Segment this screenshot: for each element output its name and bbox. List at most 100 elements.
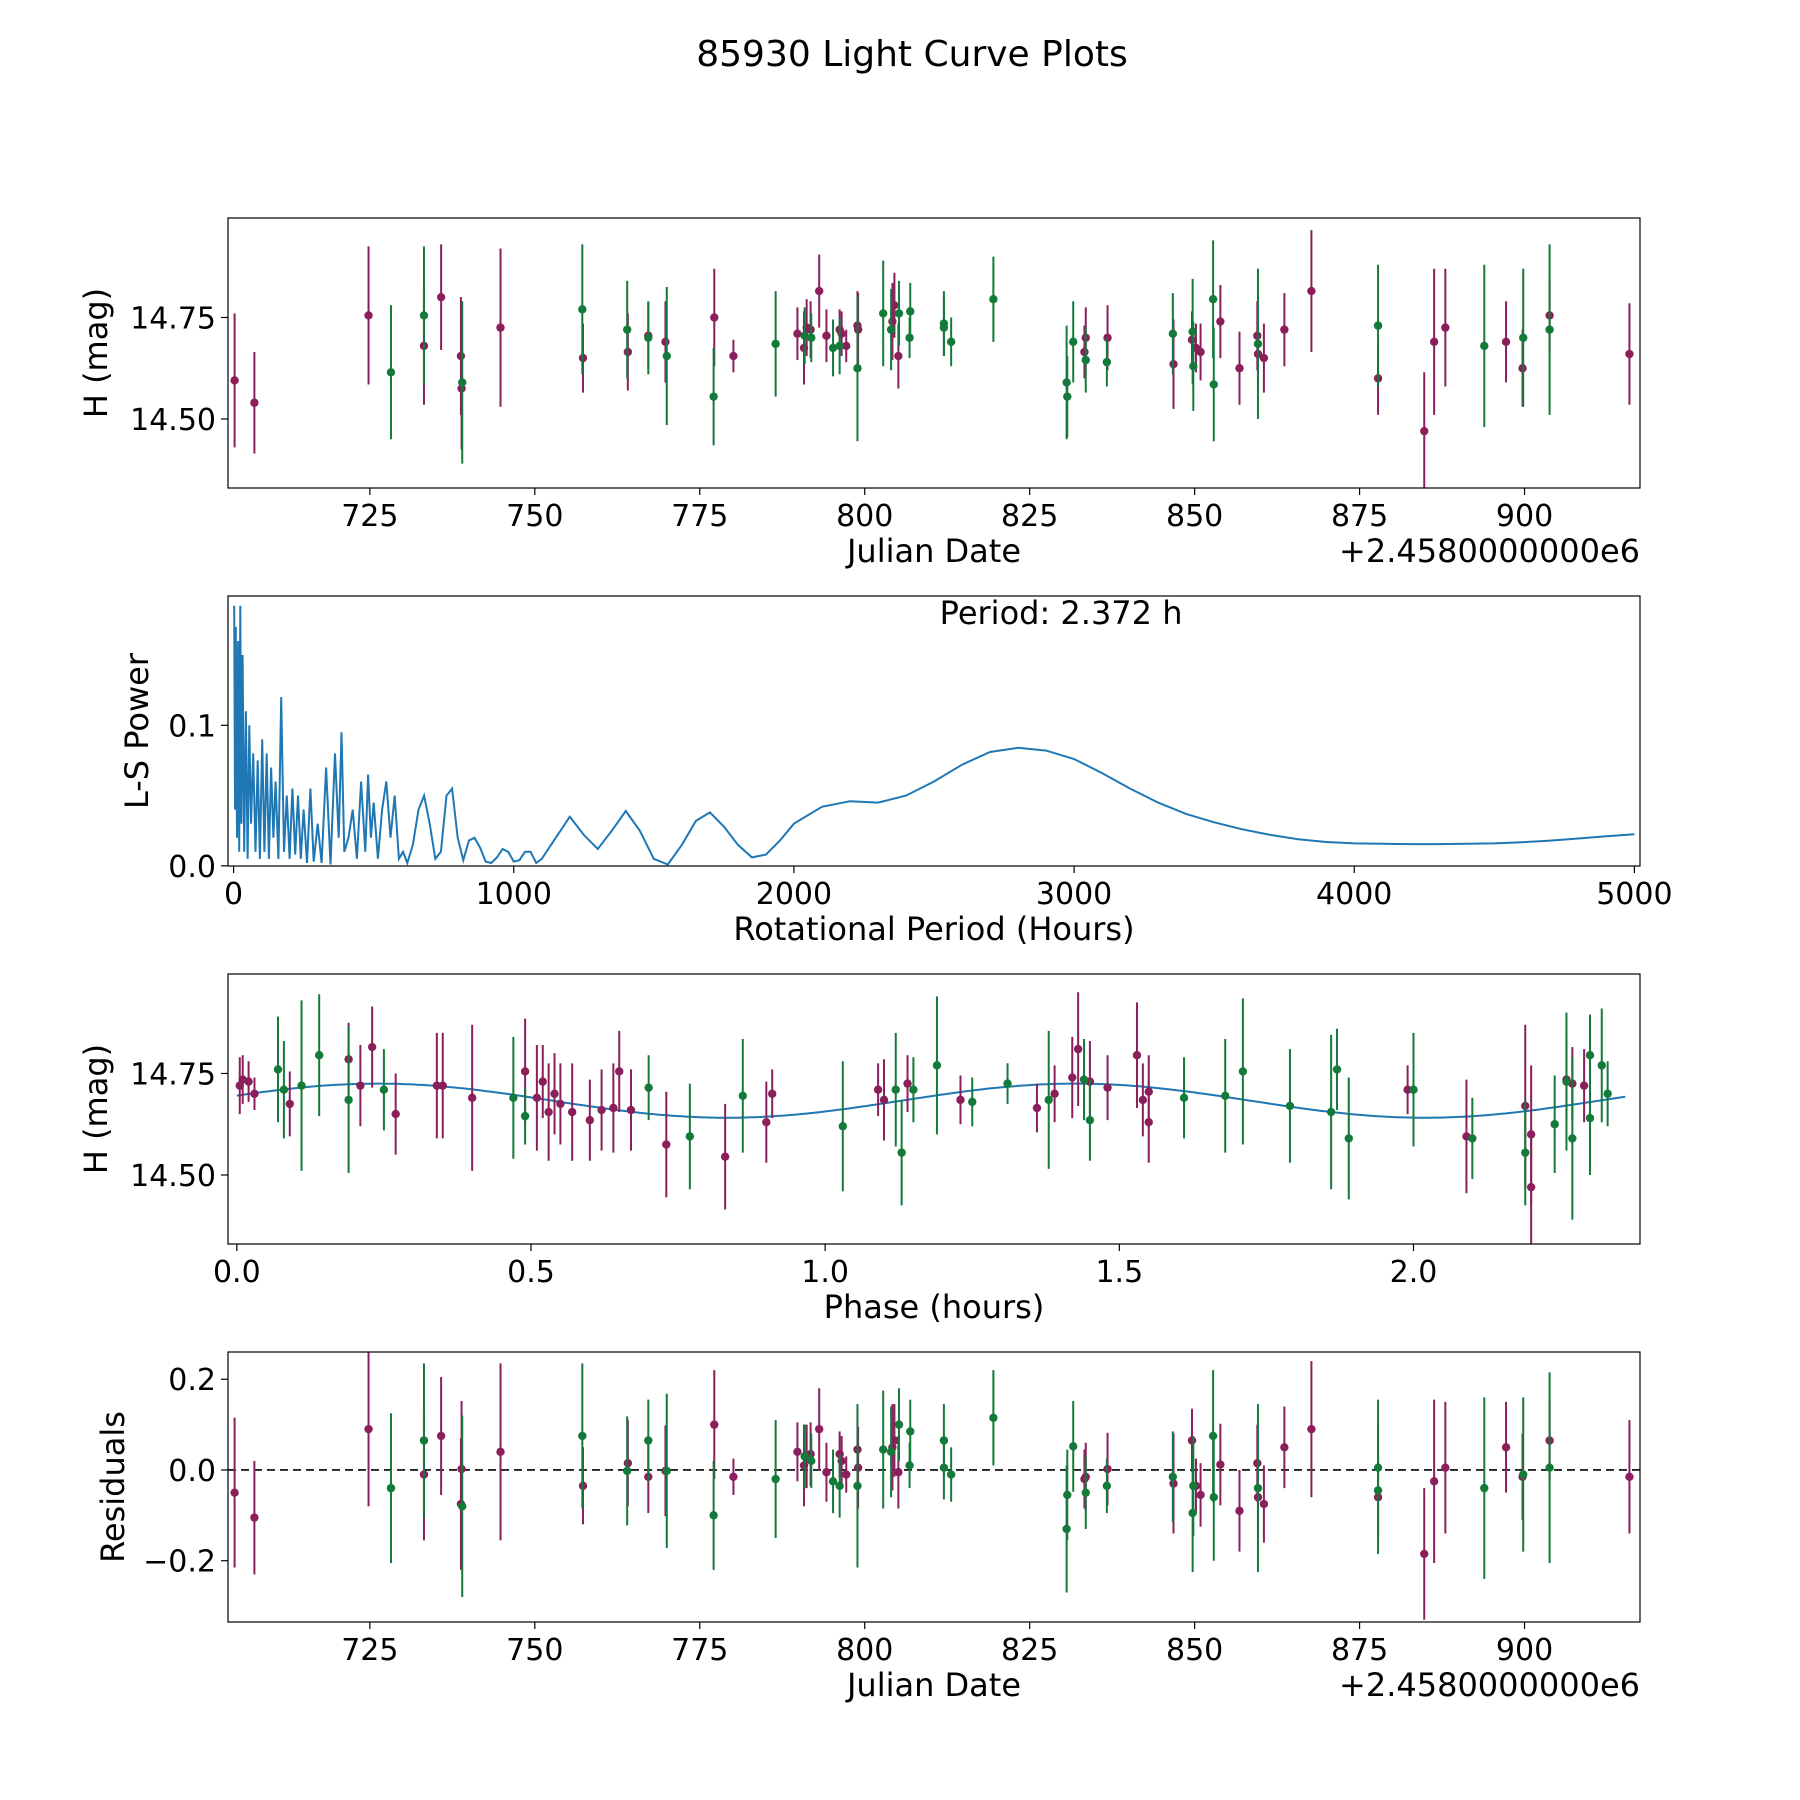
- data-point: [1373, 1486, 1383, 1495]
- x-tick-label: 1000: [476, 877, 552, 912]
- data-point: [1429, 337, 1439, 347]
- data-point: [364, 1424, 373, 1434]
- data-point: [250, 398, 259, 407]
- data-point: [314, 1051, 324, 1060]
- data-point: [436, 1431, 446, 1441]
- data-point: [894, 1468, 903, 1477]
- plot-area: [228, 1352, 1640, 1620]
- data-point: [886, 1447, 896, 1457]
- data-point: [946, 337, 956, 347]
- data-point: [709, 1511, 718, 1520]
- data-point: [1526, 1182, 1536, 1192]
- data-point: [578, 1431, 587, 1441]
- data-point: [1168, 1472, 1178, 1481]
- axes-frame: [227, 1351, 1641, 1623]
- data-point: [768, 1089, 777, 1098]
- axes-frame: [227, 217, 1641, 489]
- data-point: [597, 1105, 606, 1115]
- data-point: [644, 1083, 653, 1092]
- data-point: [738, 1091, 747, 1101]
- data-point: [1003, 1079, 1012, 1088]
- data-point: [879, 1095, 889, 1105]
- data-point: [1080, 347, 1089, 357]
- data-point: [894, 351, 903, 361]
- data-point: [626, 1105, 636, 1115]
- x-tick-label: 850: [1166, 1633, 1223, 1668]
- data-point: [946, 1470, 956, 1479]
- data-point: [793, 329, 802, 338]
- x-tick-label: 825: [1001, 499, 1058, 534]
- data-point: [1259, 1499, 1269, 1509]
- data-point: [1585, 1051, 1595, 1060]
- data-point: [710, 1420, 719, 1429]
- model-curve: [236, 1082, 1626, 1119]
- data-point: [894, 309, 904, 318]
- data-point: [250, 1513, 259, 1522]
- x-axis-offset-text: +2.4580000000e6: [1339, 1666, 1640, 1704]
- data-point: [273, 1065, 283, 1074]
- data-point: [467, 1093, 477, 1103]
- data-point: [1068, 1073, 1077, 1082]
- data-point: [1420, 426, 1429, 436]
- data-point: [1081, 1488, 1090, 1497]
- data-point: [532, 1093, 542, 1103]
- data-point: [1102, 357, 1112, 367]
- data-point: [720, 1152, 730, 1161]
- data-point: [807, 1456, 816, 1466]
- data-point: [520, 1111, 530, 1121]
- data-point: [1209, 380, 1218, 389]
- data-point: [379, 1085, 389, 1094]
- axes-frame: [227, 973, 1641, 1245]
- series-band1: [230, 230, 1634, 488]
- data-point: [853, 1481, 862, 1491]
- data-point: [1403, 1085, 1412, 1094]
- panel-phased: 0.0 0.5 1.0 1.5 2.0 14.50 14.75 Phase (hours) H …: [77, 973, 1641, 1326]
- data-point: [1420, 1549, 1429, 1559]
- x-tick-label: 2000: [756, 877, 832, 912]
- data-point: [1235, 364, 1244, 373]
- data-point: [1069, 1442, 1078, 1451]
- data-point: [1259, 353, 1269, 363]
- data-point: [838, 1122, 848, 1131]
- data-point: [285, 1099, 294, 1109]
- data-point: [1063, 1490, 1072, 1500]
- data-point: [1196, 347, 1205, 357]
- data-point: [230, 1488, 239, 1497]
- plot-area: [230, 230, 1634, 488]
- data-point: [458, 378, 467, 387]
- data-point: [344, 1095, 353, 1105]
- data-point: [956, 1095, 965, 1105]
- data-point: [230, 376, 239, 385]
- figure-title: 85930 Light Curve Plots: [696, 34, 1128, 75]
- data-point: [807, 333, 816, 342]
- x-tick-label: 750: [506, 1633, 563, 1668]
- x-tick-label: 775: [671, 499, 728, 534]
- data-point: [391, 1109, 400, 1119]
- data-point: [1326, 1107, 1336, 1117]
- x-tick-label: 875: [1331, 1633, 1388, 1668]
- x-tick-label: 2.0: [1390, 1255, 1438, 1290]
- data-point: [1332, 1065, 1342, 1074]
- data-point: [1519, 333, 1528, 342]
- data-point: [1168, 329, 1178, 338]
- y-tick-label: 0.1: [168, 709, 216, 744]
- data-point: [1208, 295, 1218, 304]
- data-point: [939, 323, 949, 332]
- data-point: [822, 1468, 831, 1477]
- data-point: [1519, 1470, 1528, 1479]
- data-point: [1568, 1134, 1577, 1143]
- data-point: [509, 1093, 518, 1103]
- data-point: [544, 1107, 553, 1117]
- x-tick-label: 1.5: [1095, 1255, 1143, 1290]
- data-point: [1189, 361, 1198, 371]
- data-point: [1625, 1472, 1634, 1481]
- data-point: [1253, 1483, 1263, 1493]
- data-point: [1280, 325, 1289, 334]
- data-point: [771, 1474, 780, 1484]
- data-point: [1307, 286, 1316, 296]
- data-point: [661, 337, 670, 347]
- panel-residuals: 725 750 775 800 825 850 875 900 −0.2 0.0 0.2 Julian…: [94, 1351, 1641, 1704]
- data-point: [771, 339, 780, 349]
- x-tick-label: 0.0: [213, 1255, 261, 1290]
